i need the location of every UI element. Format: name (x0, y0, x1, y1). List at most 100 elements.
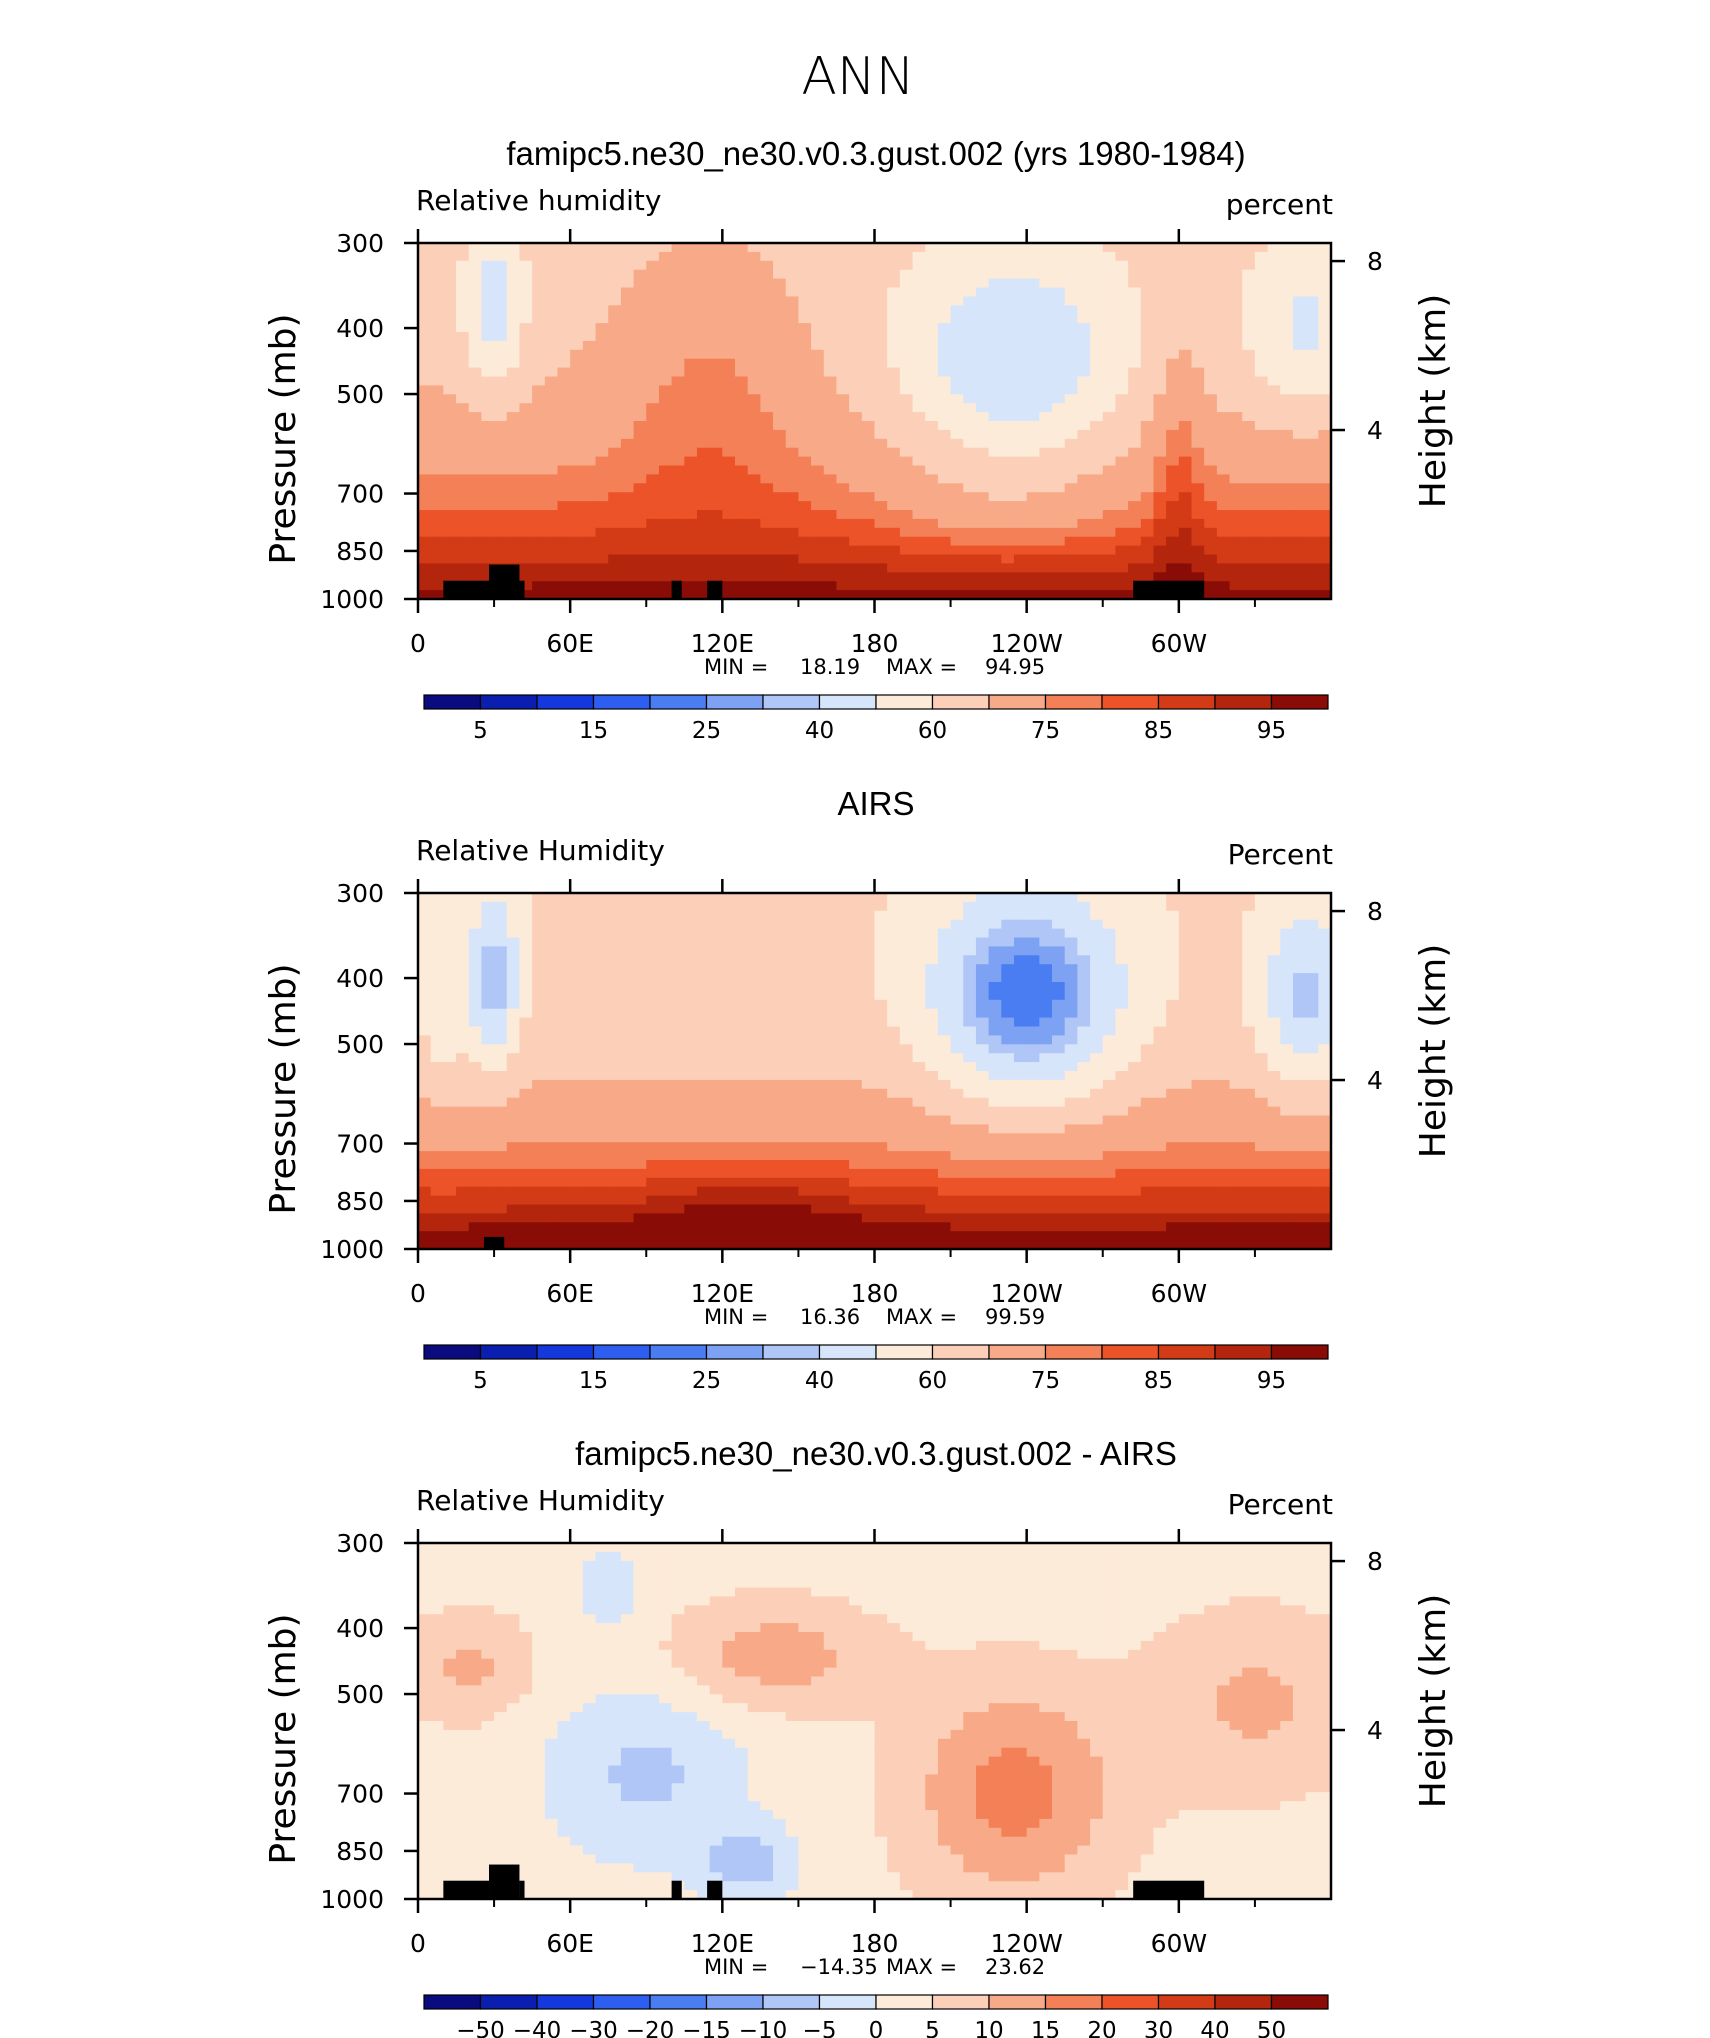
field-cell (1001, 1115, 1015, 1125)
field-cell (544, 278, 559, 289)
field-cell (557, 1062, 571, 1072)
field-cell (595, 1142, 609, 1152)
field-cell (418, 278, 432, 289)
field-cell (430, 260, 444, 271)
field-cell (1077, 554, 1091, 564)
field-cell (912, 590, 926, 600)
field-cell (849, 305, 863, 315)
field-cell (519, 1062, 533, 1072)
field-cell (1305, 456, 1319, 467)
field-cell (963, 251, 977, 262)
field-cell (608, 982, 622, 992)
field-cell (633, 447, 647, 458)
field-cell (582, 946, 597, 956)
field-cell (899, 1168, 914, 1179)
field-cell (1153, 367, 1167, 378)
field-cell (1090, 314, 1104, 324)
field-cell (747, 1097, 761, 1108)
field-cell (811, 527, 825, 538)
field-cell (557, 314, 571, 324)
field-cell (925, 358, 939, 369)
field-cell (735, 314, 749, 324)
field-cell (532, 554, 546, 564)
field-cell (1052, 287, 1066, 297)
units-label: percent (1226, 188, 1333, 221)
field-cell (811, 518, 825, 529)
field-cell (874, 403, 888, 413)
field-cell (988, 536, 1002, 547)
field-cell (1077, 260, 1091, 271)
field-cell (1102, 278, 1117, 289)
field-cell (633, 278, 647, 289)
field-cell (899, 1008, 914, 1019)
field-cell (1013, 536, 1028, 547)
field-cell (494, 367, 508, 378)
field-cell (1254, 474, 1269, 484)
field-cell (899, 1186, 914, 1197)
field-cell (1191, 536, 1205, 547)
field-cell (468, 367, 482, 378)
field-cell (1242, 376, 1256, 386)
field-cell (963, 340, 977, 351)
field-cell (532, 982, 546, 992)
field-cell (658, 910, 673, 921)
field-cell (468, 1062, 482, 1072)
field-cell (557, 340, 571, 351)
field-cell (899, 1195, 914, 1206)
field-cell (1039, 501, 1053, 511)
field-cell (595, 910, 609, 921)
field-cell (671, 1115, 685, 1125)
field-cell (658, 572, 673, 582)
field-cell (963, 554, 977, 564)
field-cell (950, 332, 964, 342)
field-cell (1026, 581, 1040, 591)
field-cell (658, 323, 673, 333)
field-cell (785, 1071, 800, 1081)
field-cell (671, 385, 685, 395)
field-cell (430, 1008, 444, 1019)
field-cell (1013, 973, 1028, 983)
field-cell (620, 429, 635, 440)
field-cell (557, 518, 571, 529)
field-cell (1064, 305, 1078, 315)
field-cell (696, 510, 711, 520)
field-cell (544, 1133, 559, 1143)
field-cell (582, 536, 597, 547)
field-cell (937, 572, 952, 582)
field-cell (912, 955, 926, 965)
field-cell (1153, 510, 1167, 520)
field-cell (671, 438, 685, 449)
field-cell (532, 305, 546, 315)
field-cell (811, 260, 825, 271)
field-cell (544, 243, 559, 253)
field-cell (899, 982, 914, 992)
field-cell (988, 1168, 1002, 1179)
field-cell (925, 1008, 939, 1019)
field-cell (1292, 527, 1307, 538)
field-cell (798, 447, 812, 458)
field-cell (658, 385, 673, 395)
field-cell (557, 990, 571, 1001)
field-cell (1178, 251, 1193, 262)
field-cell (747, 323, 761, 333)
field-cell (773, 314, 787, 324)
field-cell (658, 1008, 673, 1019)
field-cell (1318, 349, 1332, 360)
field-cell (544, 955, 559, 965)
field-cell (1026, 1097, 1040, 1108)
field-cell (722, 1026, 736, 1036)
field-cell (709, 438, 723, 449)
field-cell (1052, 982, 1066, 992)
field-cell (1280, 590, 1294, 600)
field-cell (1242, 314, 1256, 324)
field-cell (608, 376, 622, 386)
field-cell (811, 1088, 825, 1099)
field-cell (747, 474, 761, 484)
field-cell (1064, 385, 1078, 395)
field-cell (1026, 456, 1040, 467)
field-cell (912, 527, 926, 538)
field-cell (658, 1124, 673, 1134)
field-cell (430, 296, 444, 306)
field-cell (722, 572, 736, 582)
field-cell (696, 1151, 711, 1161)
